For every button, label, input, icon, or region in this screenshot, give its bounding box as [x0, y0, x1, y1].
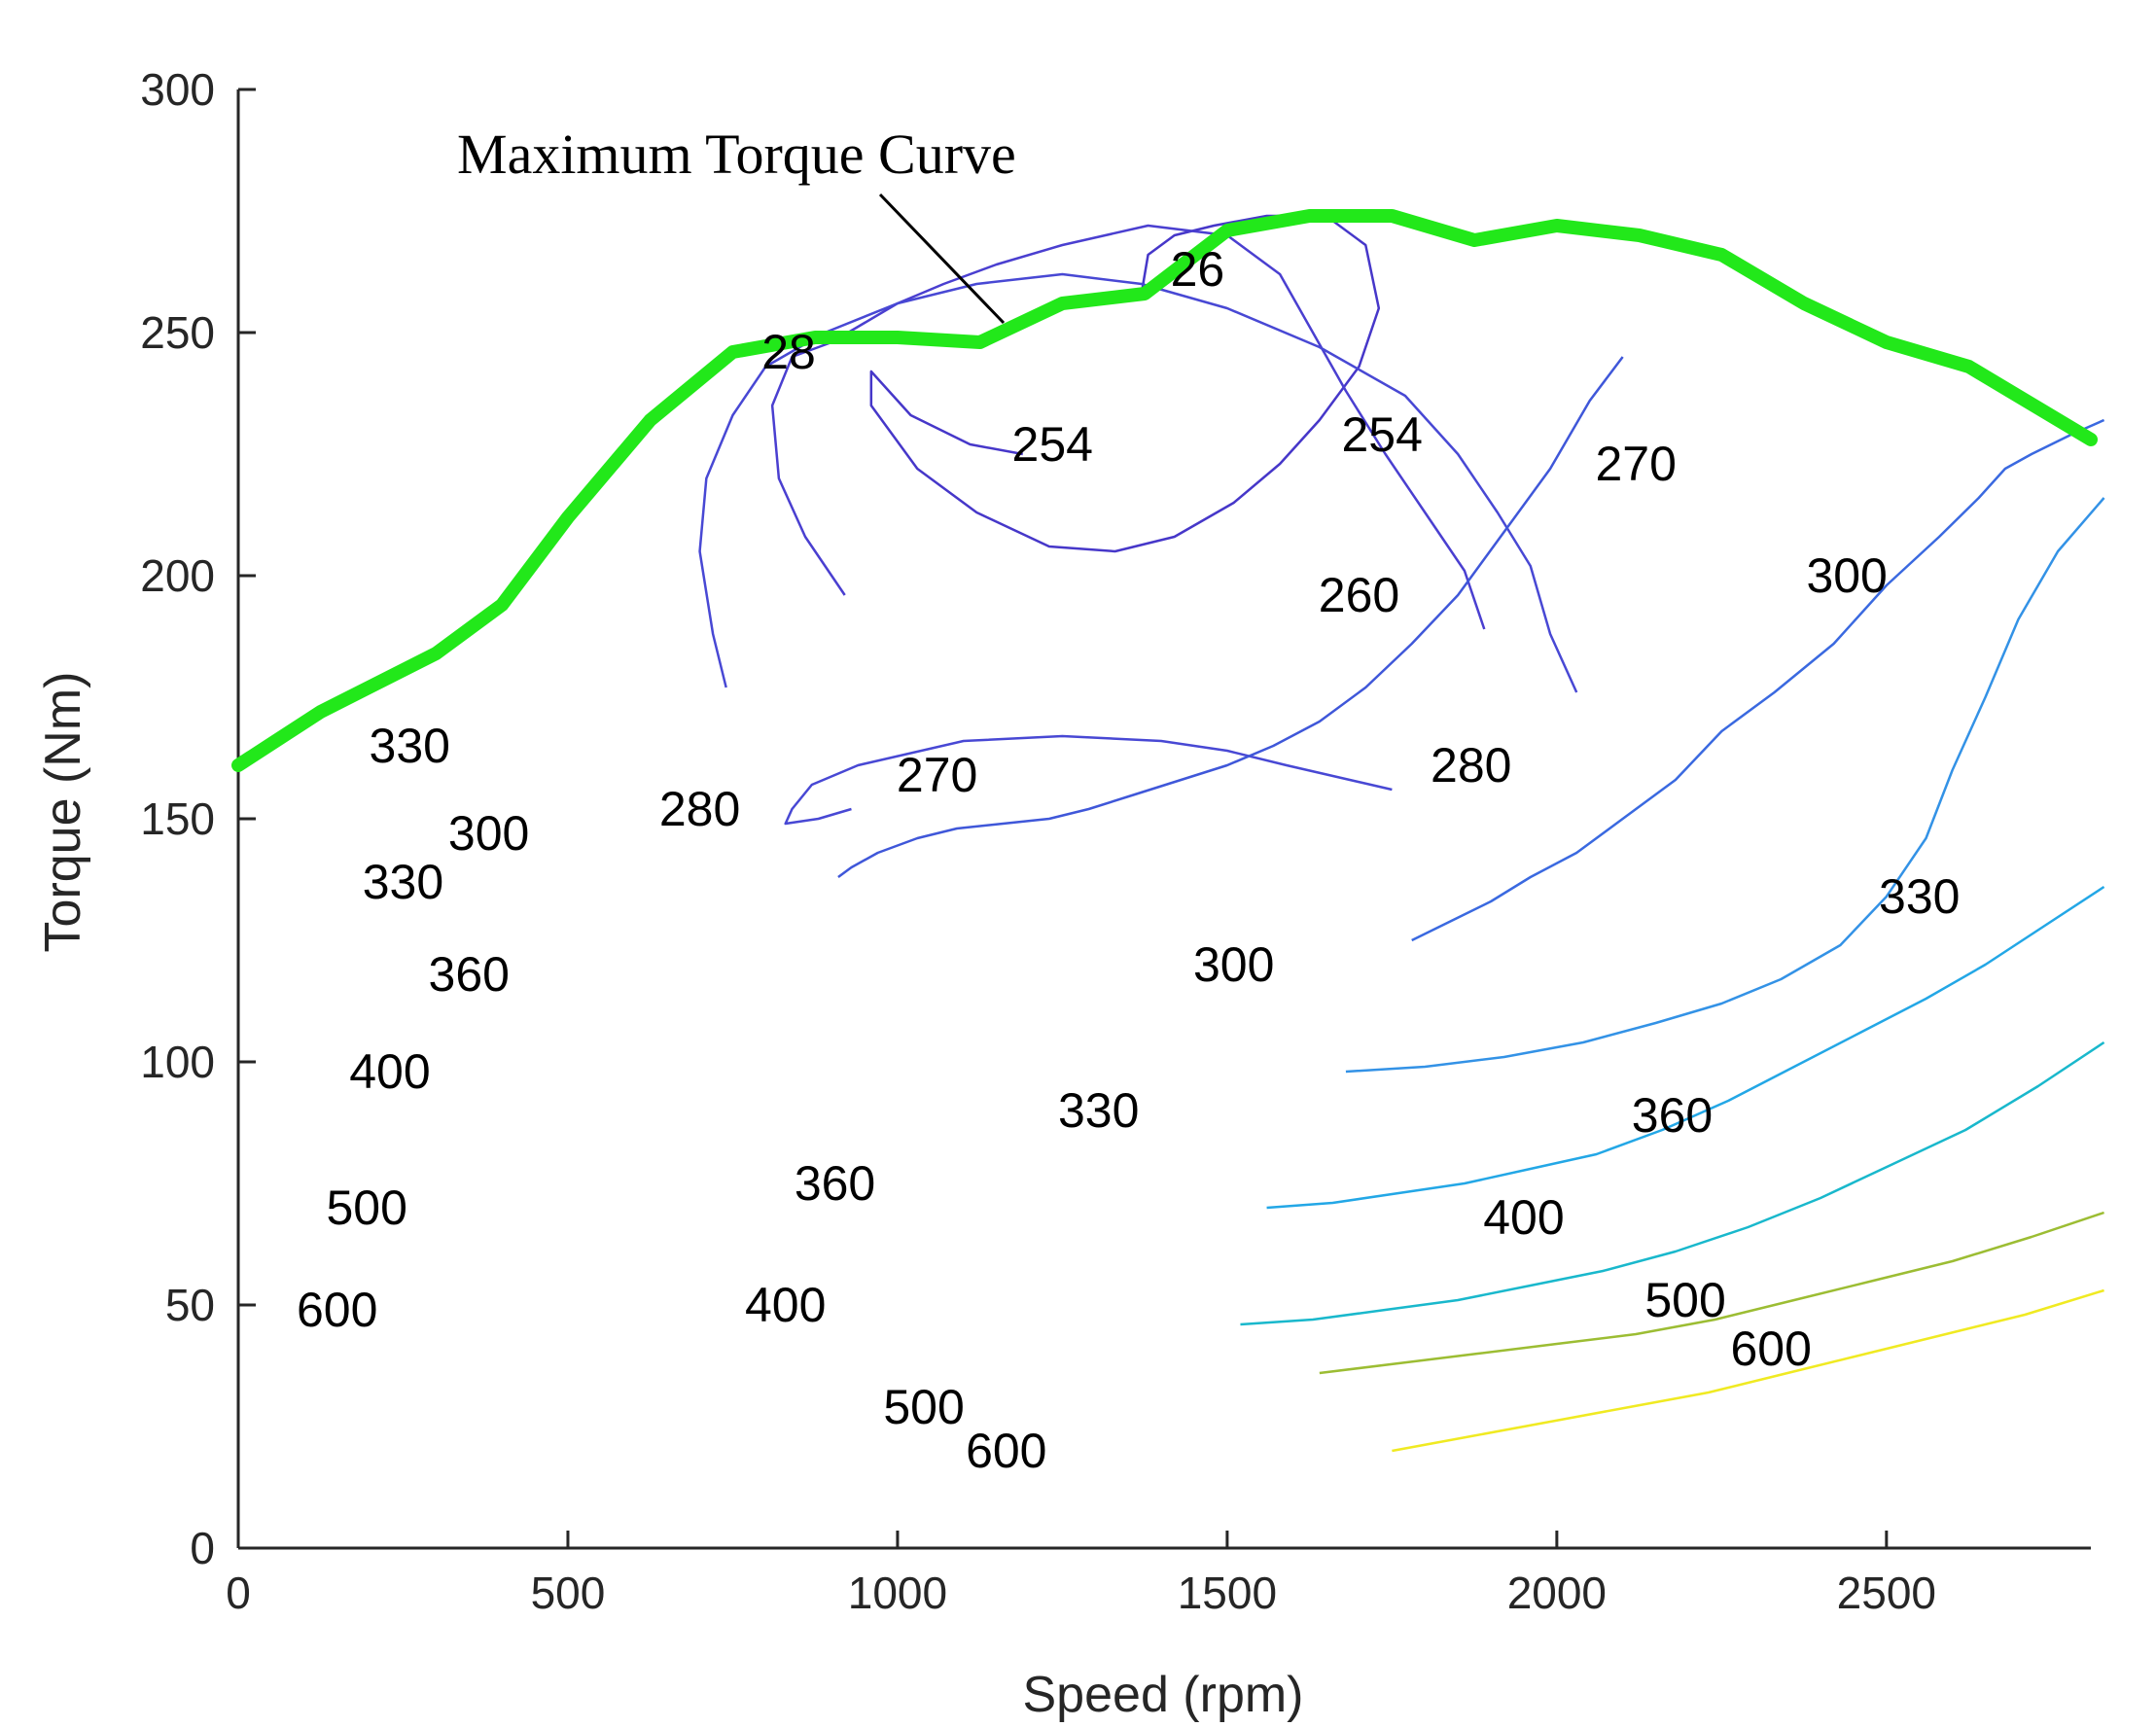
contour-line-300 [1411, 418, 2105, 942]
contour-label: 270 [897, 748, 977, 802]
contour-lines [698, 214, 2105, 1453]
annotation-leader-line [878, 193, 1006, 325]
contour-label: 280 [1431, 738, 1511, 793]
contour-label: 28 [761, 325, 816, 379]
contour-label: 260 [1319, 568, 1399, 622]
contour-label: 330 [363, 855, 443, 909]
contour-label: 600 [297, 1283, 377, 1337]
annotation: Maximum Torque Curve [457, 123, 1016, 325]
contour-line-360 [1266, 885, 2105, 1210]
contour-label: 254 [1012, 417, 1093, 472]
contour-label: 330 [1879, 869, 1960, 924]
x-tick-label: 2500 [1837, 1568, 1936, 1618]
contour-label: 26 [1171, 242, 1225, 297]
y-axis-title: Torque (Nm) [35, 672, 91, 953]
max-torque-line [231, 209, 2098, 772]
contour-line-270 [784, 734, 1393, 826]
contour-label: 400 [745, 1278, 826, 1332]
contour-line-260 [770, 224, 1486, 630]
plot-area: 0 50 100 150 200 250 300 0 500 1000 1500 2000 2500 [140, 64, 2091, 1618]
annotation-text: Maximum Torque Curve [457, 123, 1016, 186]
y-tick-label: 100 [140, 1037, 215, 1087]
contour-label: 500 [883, 1380, 964, 1434]
contour-label: 360 [1632, 1088, 1713, 1143]
contour-label: 360 [795, 1156, 875, 1211]
x-tick-label: 500 [531, 1568, 606, 1618]
contour-line-330 [1345, 497, 2105, 1074]
contour-label: 330 [1058, 1083, 1139, 1138]
contour-label: 500 [1644, 1273, 1725, 1327]
contour-label: 270 [1596, 437, 1677, 491]
y-tick-label: 250 [140, 307, 215, 358]
x-tick-label: 1500 [1178, 1568, 1277, 1618]
y-tick-label: 150 [140, 793, 215, 844]
x-tick-label: 1000 [848, 1568, 947, 1618]
contour-label: 600 [1730, 1322, 1811, 1376]
contour-label: 280 [659, 782, 740, 836]
contour-label: 254 [1342, 407, 1423, 462]
contour-label: 600 [966, 1424, 1046, 1478]
x-tick-label: 0 [226, 1568, 251, 1618]
contour-line-270 [698, 272, 1578, 693]
y-tick-label: 0 [190, 1523, 215, 1573]
x-tick-label: 2000 [1507, 1568, 1607, 1618]
contour-label: 400 [349, 1044, 430, 1099]
x-axis-title: Speed (rpm) [1023, 1667, 1304, 1723]
y-tick-label: 300 [140, 64, 215, 115]
contour-line-500 [1319, 1211, 2104, 1375]
contour-label: 500 [326, 1181, 406, 1235]
y-tick-label: 200 [140, 550, 215, 601]
y-tick-label: 50 [165, 1280, 215, 1330]
contour-label: 300 [1193, 937, 1274, 992]
contour-label: 360 [429, 947, 510, 1002]
contour-label: 300 [1806, 548, 1887, 603]
contour-line-600 [1392, 1288, 2104, 1453]
contour-line-280 [837, 356, 1624, 879]
contour-line-400 [1240, 1040, 2105, 1326]
contour-label: 400 [1483, 1190, 1564, 1245]
contour-line-254 [869, 214, 1381, 553]
max-torque-curve [231, 209, 2098, 772]
contour-label: 300 [448, 806, 529, 861]
contour-label: 330 [370, 719, 450, 773]
